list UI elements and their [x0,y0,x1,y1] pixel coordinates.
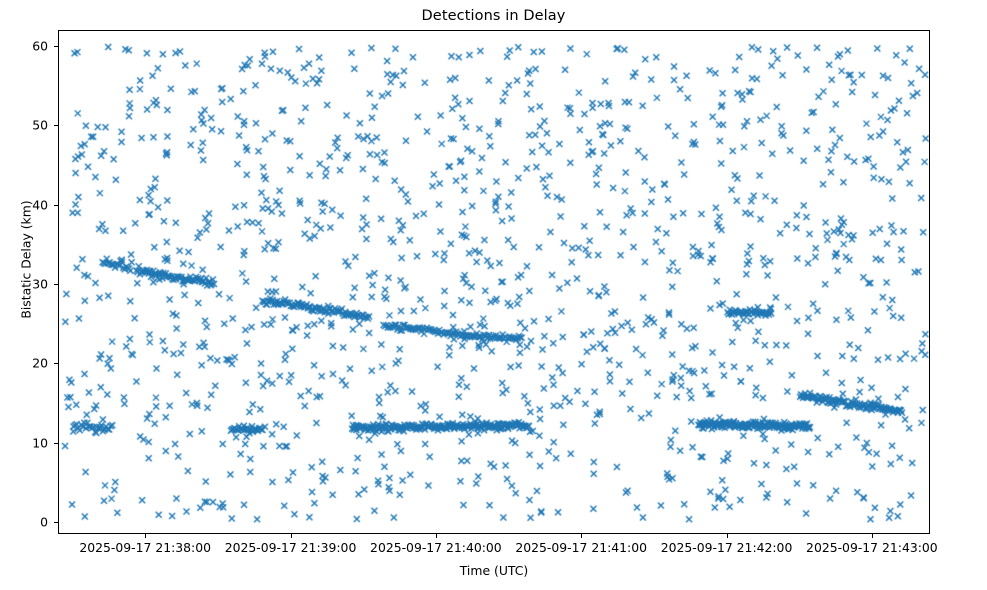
x-tick-label: 2025-09-17 21:41:00 [515,540,647,555]
x-tick-label: 2025-09-17 21:42:00 [660,540,793,555]
y-tick-label: 60 [32,38,48,54]
x-tick-mark [726,534,728,538]
y-tick-label: 0 [40,514,48,530]
y-tick-mark [54,204,58,206]
y-tick-label: 20 [32,355,48,371]
y-tick-mark [54,442,58,444]
y-tick-label: 30 [32,276,48,292]
x-tick-mark [435,534,437,538]
y-tick-mark [54,522,58,524]
scatter-plot-canvas[interactable] [59,31,929,533]
x-tick-label: 2025-09-17 21:40:00 [370,540,502,555]
x-tick-label: 2025-09-17 21:43:00 [806,540,938,555]
y-axis-label: Bistatic Delay (km) [18,200,34,319]
x-axis-label: Time (UTC) [459,563,529,578]
plot-area[interactable] [58,30,930,534]
y-tick-mark [54,283,58,286]
x-tick-mark [145,534,147,538]
x-tick-label: 2025-09-17 21:39:00 [224,540,357,555]
x-tick-mark [290,534,292,538]
y-tick-mark [54,125,58,127]
y-tick-label: 40 [32,197,48,213]
x-tick-mark [871,534,873,538]
y-tick-mark [54,363,58,365]
y-tick-label: 50 [32,117,48,133]
x-tick-mark [581,534,583,538]
y-tick-mark [54,45,58,47]
y-tick-label: 10 [32,435,48,451]
page-title: Detections in Delay [421,8,566,24]
x-tick-label: 2025-09-17 21:38:00 [79,540,211,555]
